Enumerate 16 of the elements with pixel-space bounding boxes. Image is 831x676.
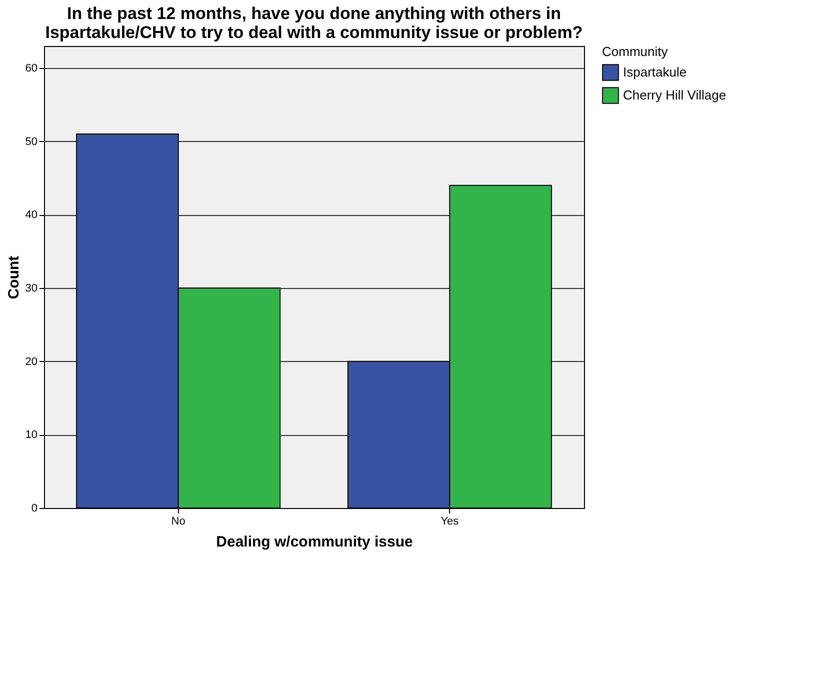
x-axis-title: Dealing w/community issue (216, 534, 413, 550)
text: Ispartakule/CHV to try to deal with a community issue or problem? (45, 23, 583, 42)
y-tick-label: 30 (25, 282, 38, 294)
y-tick-label: 60 (25, 62, 38, 74)
y-axis-title: Count (5, 256, 22, 300)
y-tick-label: 50 (25, 136, 38, 148)
y-tick-label: 10 (25, 429, 38, 442)
legend-title: Community (602, 44, 668, 59)
x-tick-label: No (171, 516, 186, 528)
text: In the past 12 months, have you done anything with others in (67, 4, 561, 23)
legend-label: Cherry Hill Village (623, 88, 726, 102)
x-tick-label: Yes (440, 516, 460, 528)
legend-label: Ispartakule (623, 64, 687, 80)
y-tick-label: 20 (25, 356, 38, 368)
y-tick-label: 0 (31, 502, 38, 514)
y-tick-label: 40 (25, 209, 38, 222)
